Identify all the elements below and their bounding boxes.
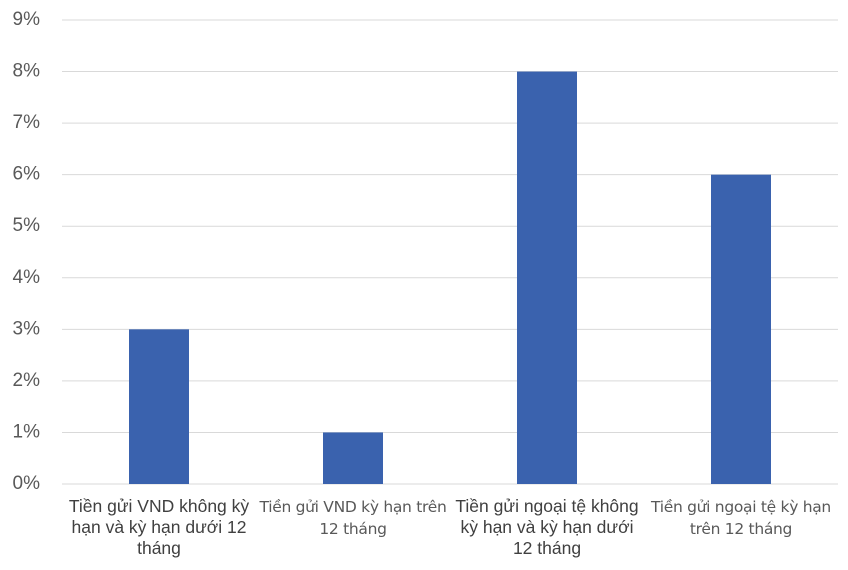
y-tick-label: 8% <box>13 61 41 82</box>
y-tick-label: 0% <box>13 473 41 494</box>
bar <box>517 71 577 485</box>
bar <box>129 329 189 484</box>
y-tick-label: 9% <box>13 9 41 30</box>
y-tick-label: 4% <box>13 267 41 288</box>
x-tick-label: Tiền gửi ngoại tệ kỳ hạn trên 12 tháng <box>651 498 831 538</box>
bar <box>711 174 771 484</box>
x-tick-label: Tiền gửi VND không kỳ hạn và kỳ hạn dưới… <box>68 496 250 558</box>
y-tick-label: 2% <box>13 370 41 391</box>
y-tick-label: 3% <box>13 318 41 339</box>
x-tick-label: Tiền gửi VND kỳ hạn trên 12 tháng <box>259 498 447 538</box>
y-tick-label: 5% <box>13 215 41 236</box>
y-tick-label: 7% <box>13 112 41 133</box>
y-tick-label: 1% <box>13 421 41 442</box>
bar <box>323 432 383 484</box>
y-tick-label: 6% <box>13 164 41 185</box>
x-tick-label: Tiền gửi ngoại tệ không kỳ hạn và kỳ hạn… <box>455 496 639 558</box>
